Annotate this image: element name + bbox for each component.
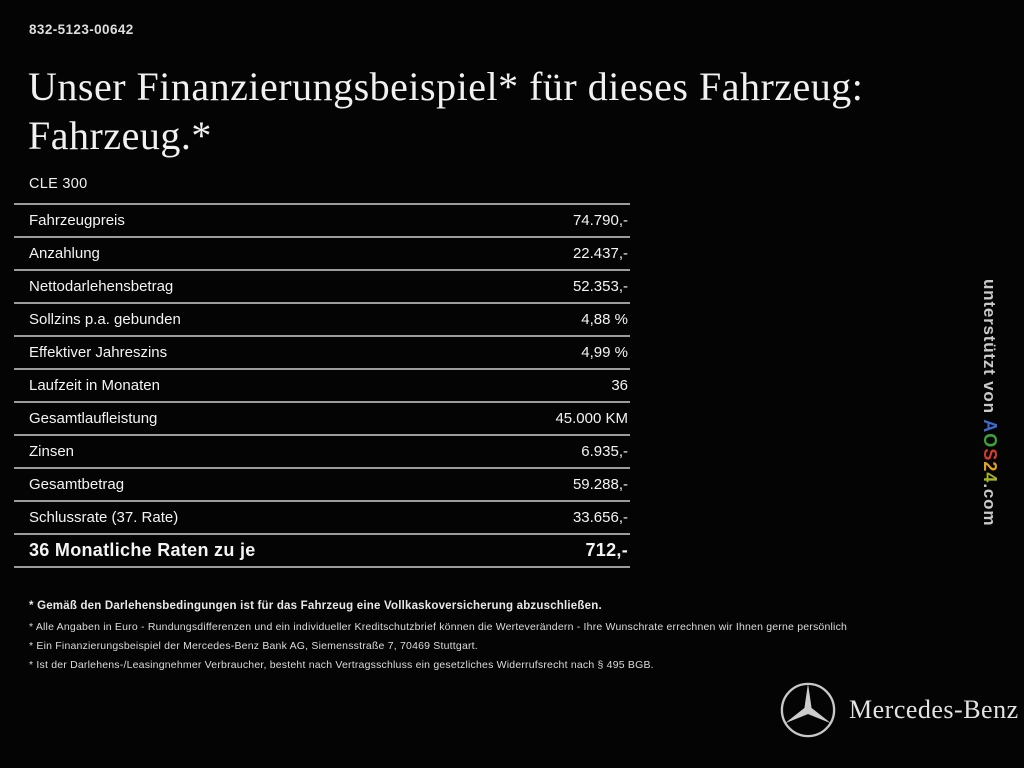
watermark-suffix: .com [980,483,999,527]
row-label: 36 Monatliche Raten zu je [29,540,256,560]
page-title-line2: Fahrzeug.* [28,113,212,158]
row-value: 6.935,- [581,443,628,460]
footnote: * Ein Finanzierungsbeispiel der Mercedes… [29,640,478,652]
mercedes-star-icon [779,681,837,739]
row-value: 59.288,- [572,476,628,493]
row-value: 74.790,- [572,212,628,229]
row-label: Fahrzeugpreis [29,212,125,229]
aos24-watermark: unterstützt von AOS24.com [979,279,1000,526]
aos24-logo: AOS24 [980,419,1000,483]
row-value: 45.000 KM [555,410,628,427]
row-label: Zinsen [29,443,75,460]
row-value: 33.656,- [572,509,628,526]
row-label: Nettodarlehensbetrag [29,278,174,295]
row-value: 4,88 % [581,311,628,328]
footnote: * Ist der Darlehens-/Leasingnehmer Verbr… [29,659,654,671]
model-label: CLE 300 [29,176,88,192]
page-title-line1: Unser Finanzierungsbeispiel* für dieses … [28,64,864,109]
aos24-letter: S [980,448,1000,462]
row-value: 22.437,- [572,245,628,262]
table-row: Fahrzeugpreis 74.790,- [14,205,630,238]
mercedes-brand-text: Mercedes-Benz [849,695,1019,724]
row-label: Anzahlung [29,245,100,262]
aos24-letter: O [980,433,1000,449]
aos24-letter: 4 [980,472,1000,484]
table-row: Nettodarlehensbetrag 52.353,- [14,271,630,304]
aos24-letter: A [980,419,1000,434]
table-row: 36 Monatliche Raten zu je 712,- [14,535,630,568]
table-row: Laufzeit in Monaten 36 [14,370,630,403]
row-value: 52.353,- [572,278,628,295]
row-value: 36 [611,377,628,394]
footnote: * Alle Angaben in Euro - Rundungsdiffere… [29,621,848,633]
finance-table: Fahrzeugpreis 74.790,- Anzahlung 22.437,… [14,203,630,568]
row-label: Effektiver Jahreszins [29,344,168,361]
row-label: Schlussrate (37. Rate) [29,509,179,526]
row-value: 712,- [585,540,628,560]
page-title: Unser Finanzierungsbeispiel* für dieses … [28,62,968,160]
table-row: Effektiver Jahreszins 4,99 % [14,337,630,370]
row-label: Sollzins p.a. gebunden [29,311,181,328]
table-row: Gesamtbetrag 59.288,- [14,469,630,502]
row-label: Laufzeit in Monaten [29,377,160,394]
table-row: Anzahlung 22.437,- [14,238,630,271]
footnote: * Gemäß den Darlehensbedingungen ist für… [29,600,602,612]
aos24-letter: 2 [980,461,1000,473]
footnotes: * Gemäß den Darlehensbedingungen ist für… [29,600,989,678]
row-value: 4,99 % [581,344,628,361]
table-row: Zinsen 6.935,- [14,436,630,469]
table-row: Sollzins p.a. gebunden 4,88 % [14,304,630,337]
watermark-prefix: unterstützt von [980,279,999,420]
table-row: Schlussrate (37. Rate) 33.656,- [14,502,630,535]
document-code: 832-5123-00642 [29,22,134,37]
row-label: Gesamtlaufleistung [29,410,158,427]
row-label: Gesamtbetrag [29,476,125,493]
table-row: Gesamtlaufleistung 45.000 KM [14,403,630,436]
